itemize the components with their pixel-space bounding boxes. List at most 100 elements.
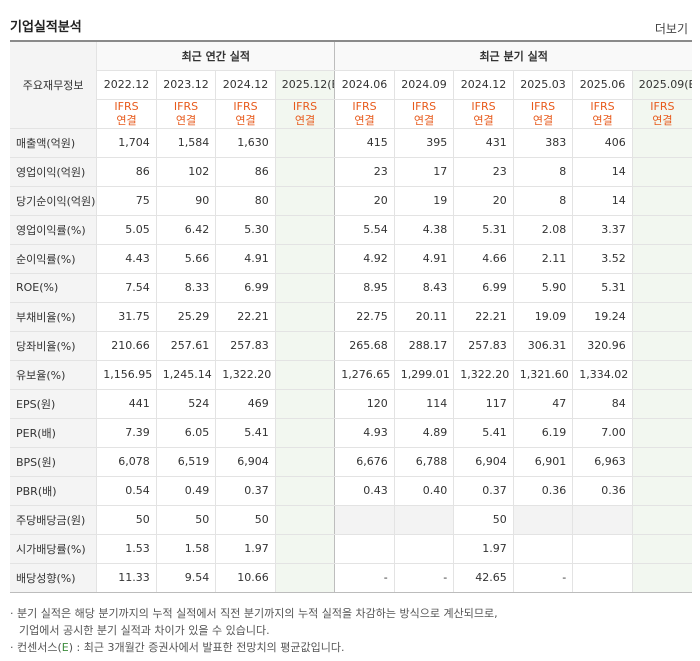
ifrs-header: IFRS 연결 [513, 99, 574, 129]
annual-cell [275, 186, 336, 216]
row-label: 당좌비율(%) [10, 331, 98, 361]
annual-cell: 80 [215, 186, 276, 216]
annual-cell [275, 127, 336, 158]
quarter-cell: 22.75 [334, 301, 395, 332]
ifrs-header: IFRS 연결 [334, 99, 395, 129]
more-link[interactable]: 더보기 [654, 22, 688, 36]
quarter-cell [632, 186, 692, 216]
quarter-cell: 265.68 [334, 331, 395, 361]
quarter-cell: 320.96 [572, 331, 633, 361]
quarter-cell [632, 388, 692, 419]
table-row: 순이익률(%) 4.43 5.66 4.91 4.92 4.91 4.66 2.11 3.52 [10, 244, 692, 274]
annual-cell: 9.54 [156, 563, 217, 593]
annual-cell: 7.39 [96, 418, 157, 448]
quarter-cell: 7.00 [572, 418, 633, 448]
table-row: PBR(배) 0.54 0.49 0.37 0.43 0.40 0.37 0.36 0.36 [10, 476, 692, 506]
annual-cell [275, 418, 336, 448]
row-label: 매출액(억원) [10, 127, 98, 158]
quarter-cell: 288.17 [394, 331, 455, 361]
table-row: 영업이익(억원) 86 102 86 23 17 23 8 14 [10, 157, 692, 187]
table-row: PER(배) 7.39 6.05 5.41 4.93 4.89 5.41 6.19 7.00 [10, 418, 692, 448]
quarter-cell [632, 360, 692, 390]
period-header: 2025.12(E) [275, 70, 336, 100]
row-label: 순이익률(%) [10, 244, 98, 274]
quarter-cell: 1.97 [453, 534, 514, 564]
row-label: 배당성향(%) [10, 563, 98, 593]
table-body: 매출액(억원) 1,704 1,584 1,630 415 395 431 383 406 영업이… [10, 127, 692, 593]
annual-cell: 86 [215, 157, 276, 187]
annual-cell: 5.30 [215, 214, 276, 245]
annual-cell: 441 [96, 388, 157, 419]
quarter-cell: 114 [394, 388, 455, 419]
ifrs-header: IFRS 연결 [572, 99, 633, 129]
annual-cell: 6,519 [156, 447, 217, 477]
quarter-cell: 0.36 [572, 476, 633, 506]
ifrs-header: IFRS 연결 [96, 99, 157, 129]
period-header: 2023.12 [156, 70, 217, 100]
annual-cell: 6.42 [156, 214, 217, 245]
annual-cell: 86 [96, 157, 157, 187]
table-row: 시가배당률(%) 1.53 1.58 1.97 1.97 [10, 534, 692, 564]
ifrs-header: IFRS 연결 [394, 99, 455, 129]
annual-cell [275, 360, 336, 390]
quarter-cell: 3.37 [572, 214, 633, 245]
ifrs-label: IFRS [411, 99, 437, 113]
quarter-cell [632, 447, 692, 477]
ifrs-label: IFRS [471, 99, 496, 113]
quarter-cell [632, 273, 692, 303]
quarter-cell: 1,276.65 [334, 360, 395, 390]
annual-cell: 1,630 [215, 127, 276, 158]
period-header: 2024.06 [334, 70, 395, 100]
quarter-cell: 84 [572, 388, 633, 419]
quarter-cell [334, 534, 395, 564]
row-label: 시가배당률(%) [10, 534, 98, 564]
ifrs-header: IFRS 연결 [215, 99, 276, 129]
period-header: 2022.12 [96, 70, 157, 100]
quarter-cell: 6.99 [453, 273, 514, 303]
table-row: BPS(원) 6,078 6,519 6,904 6,676 6,788 6,904 6,90… [10, 447, 692, 477]
row-label: EPS(원) [10, 388, 98, 419]
annual-cell: 6.99 [215, 273, 276, 303]
quarter-cell: 2.08 [513, 214, 574, 245]
quarter-cell [334, 504, 395, 535]
annual-cell: 1,584 [156, 127, 217, 158]
quarter-cell: 6,904 [453, 447, 514, 477]
annual-cell: 1.58 [156, 534, 217, 564]
quarter-cell: 431 [453, 127, 514, 158]
annual-cell: 5.41 [215, 418, 276, 448]
period-header-row: 2022.122023.122024.122025.12(E)2024.0620… [10, 70, 692, 100]
quarter-cell: 6,676 [334, 447, 395, 477]
consolidated-label: 연결 [354, 113, 375, 127]
quarter-cell: 22.21 [453, 301, 514, 332]
consolidated-label: 연결 [473, 113, 494, 127]
ifrs-label: IFRS [114, 99, 139, 113]
quarter-cell [394, 534, 455, 564]
consolidated-label: 연결 [116, 113, 137, 127]
annual-cell: 0.49 [156, 476, 217, 506]
footnote-2-suffix: ) : 최근 3개월간 증권사에서 발표한 전망치의 평균값입니다. [68, 641, 345, 654]
quarter-cell: 117 [453, 388, 514, 419]
quarter-cell [632, 534, 692, 564]
annual-cell: 1,704 [96, 127, 157, 158]
row-label: PER(배) [10, 418, 98, 448]
annual-cell: 8.33 [156, 273, 217, 303]
quarter-cell [632, 301, 692, 332]
annual-cell: 6,078 [96, 447, 157, 477]
quarter-cell: 14 [572, 157, 633, 187]
ifrs-label: IFRS [173, 99, 199, 113]
quarter-cell [513, 504, 574, 535]
table-row: ROE(%) 7.54 8.33 6.99 8.95 8.43 6.99 5.90 5.31 [10, 273, 692, 303]
annual-cell: 10.66 [215, 563, 276, 593]
annual-cell [275, 447, 336, 477]
quarter-cell: 6.19 [513, 418, 574, 448]
annual-cell: 1.97 [215, 534, 276, 564]
quarter-cell: 23 [334, 157, 395, 187]
annual-cell: 1,322.20 [215, 360, 276, 390]
quarter-cell: 0.36 [513, 476, 574, 506]
quarter-cell: 5.54 [334, 214, 395, 245]
ifrs-header-row: IFRS 연결 IFRS 연결 IFRS 연결 IFRS 연결 IFRS 연결 IFRS 연결 IFRS… [10, 99, 692, 129]
quarter-cell: 120 [334, 388, 395, 419]
annual-cell: 257.83 [215, 331, 276, 361]
quarter-cell [394, 504, 455, 535]
